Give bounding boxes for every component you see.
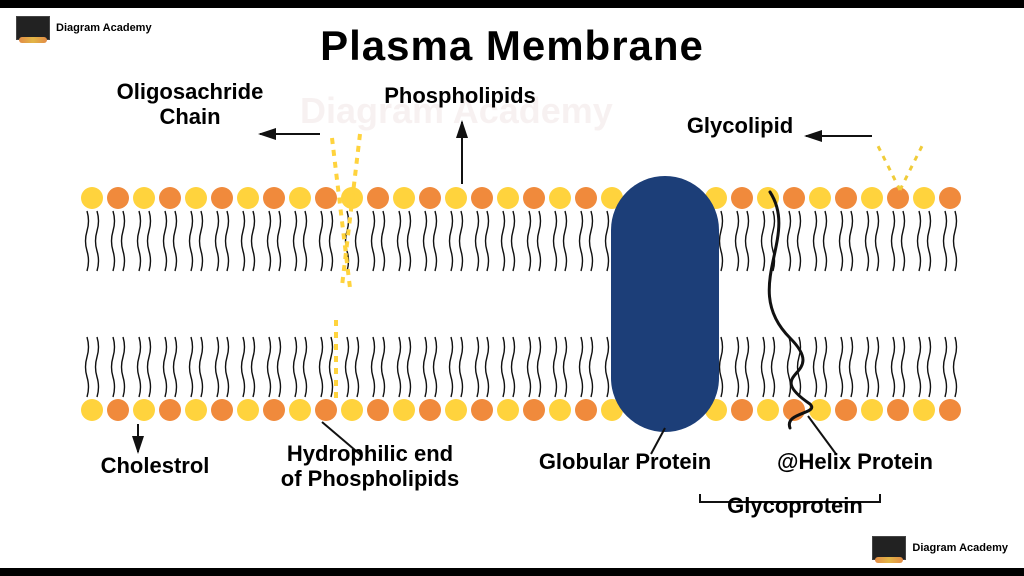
globular-protein bbox=[611, 176, 719, 432]
label-hydrophilic: Hydrophilic endof Phospholipids bbox=[281, 441, 459, 492]
label-oligo: OligosachrideChain bbox=[117, 79, 264, 130]
diagram-stage: Diagram Academy Diagram Academy Diagram … bbox=[0, 0, 1024, 576]
label-phospholipids: Phospholipids bbox=[384, 83, 536, 108]
top-bar bbox=[0, 0, 1024, 8]
label-globular: Globular Protein bbox=[539, 449, 711, 474]
bottom-bar bbox=[0, 568, 1024, 576]
brand-swatch-icon bbox=[872, 536, 906, 560]
alpha-helix-protein bbox=[769, 192, 812, 428]
phospholipid-row bbox=[81, 337, 961, 421]
pointer-line bbox=[808, 416, 836, 454]
oligosaccharide-chain bbox=[332, 134, 360, 288]
label-glycolipid: Glycolipid bbox=[687, 113, 793, 138]
glycolipid-chain bbox=[876, 142, 924, 190]
page-title: Plasma Membrane bbox=[0, 22, 1024, 70]
brand-text-bottom: Diagram Academy bbox=[912, 542, 1008, 554]
label-helix: @Helix Protein bbox=[777, 449, 933, 474]
label-cholesterol: Cholestrol bbox=[101, 453, 210, 478]
label-glycoprotein: Glycoprotein bbox=[727, 493, 863, 518]
phospholipid-row bbox=[81, 187, 961, 271]
brand-logo-bottom: Diagram Academy bbox=[868, 534, 1012, 562]
